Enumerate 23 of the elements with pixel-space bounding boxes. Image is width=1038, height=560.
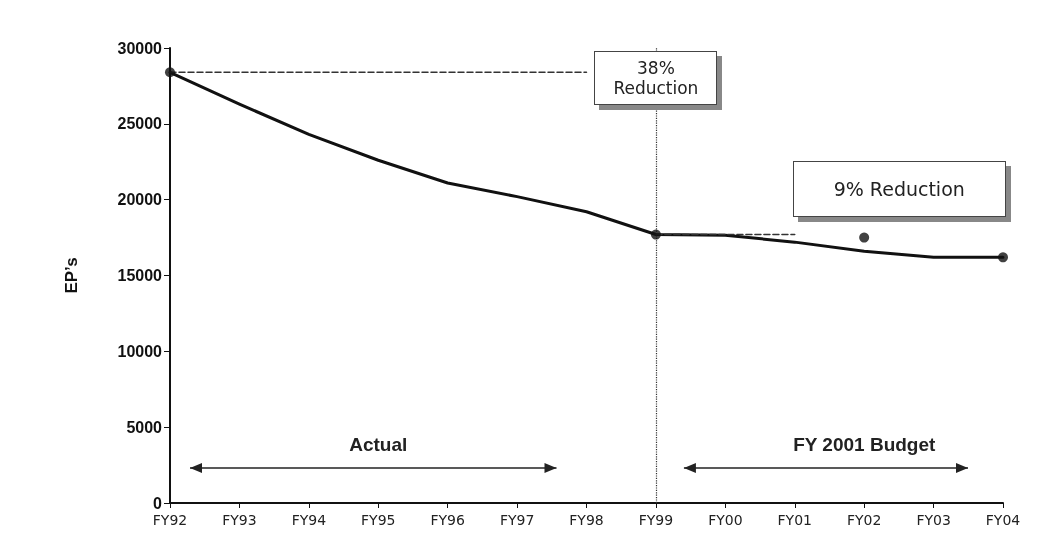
annotation: FY 2001 Budget [793,434,936,457]
x-tick-label: FY01 [777,512,812,528]
x-tick-label: FY00 [708,512,743,528]
y-tick-label: 0 [153,494,163,512]
y-tick-label: 10000 [117,342,163,360]
x-tick-label: FY96 [430,512,465,528]
x-tick-label: FY03 [916,512,951,528]
x-tick-label: FY98 [569,512,604,528]
y-tick-label: 20000 [117,191,163,209]
x-tick-label: FY93 [222,512,257,528]
x-tick-label: FY94 [291,512,327,528]
y-tick-label: 5000 [126,418,163,436]
y-axis-title: EP’s [62,257,81,294]
annotation: Actual [349,434,408,457]
x-tick-label: FY99 [638,512,674,528]
x-tick-label: FY95 [361,512,396,528]
x-tick-label: FY92 [152,512,188,528]
y-tick-label: 30000 [117,39,163,57]
x-tick-label: FY97 [499,512,535,528]
x-tick-label: FY04 [985,512,1021,528]
y-tick-label: 25000 [117,115,163,133]
x-tick-label: FY02 [846,512,882,528]
y-tick-label: 15000 [117,267,163,284]
